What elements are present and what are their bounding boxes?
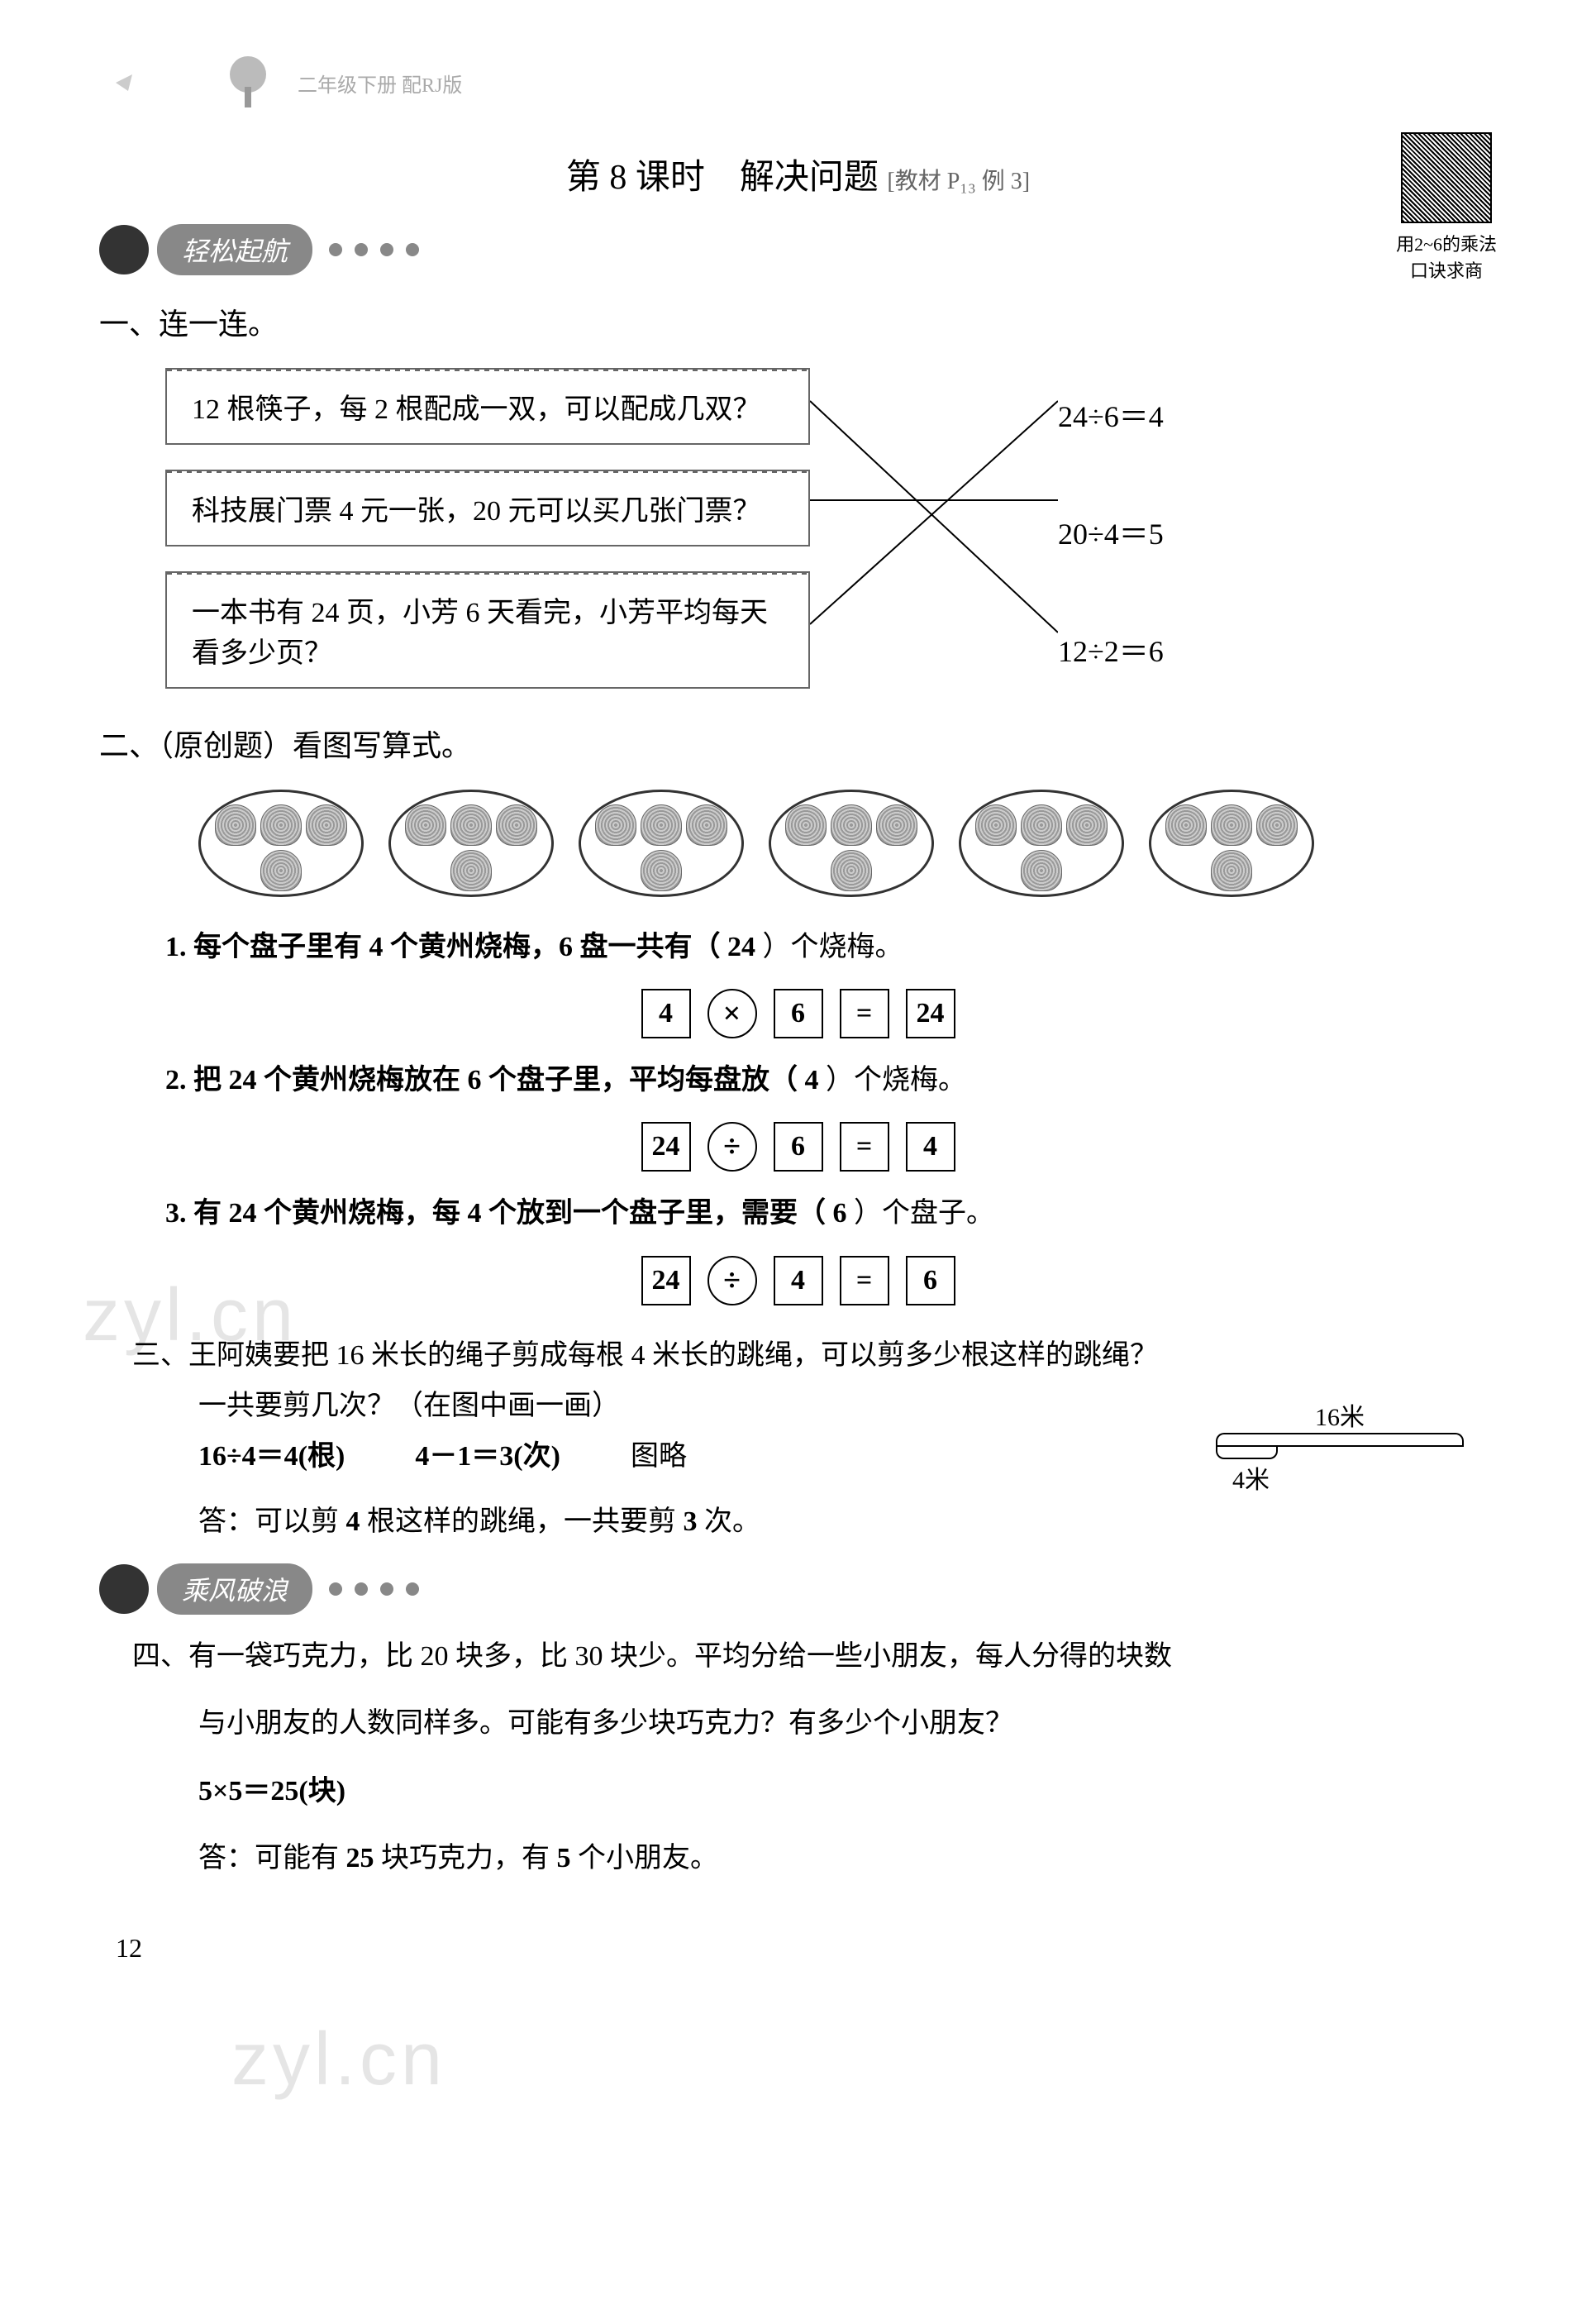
q2-sub2-suffix: ）个烧梅。 (826, 1065, 966, 1095)
eq2-eq: = (840, 1122, 889, 1172)
header-decoration: 二年级下册 配RJ版 (99, 50, 1497, 116)
section-badge-2: 乘风破浪 (99, 1563, 1497, 1615)
eq1-eq: = (840, 989, 889, 1038)
q3-line1: 三、王阿姨要把 16 米长的绳子剪成每根 4 米长的跳绳，可以剪多少根这样的跳绳… (132, 1330, 1497, 1381)
badge-icon-2 (99, 1564, 149, 1614)
page-number: 12 (116, 1933, 1497, 1964)
q2-sub3-ans: 6 (833, 1198, 855, 1229)
badge-text-2: 乘风破浪 (157, 1563, 312, 1615)
header-grade-text: 二年级下册 配RJ版 (298, 69, 462, 98)
q4-answer: 答：可能有 25 块巧克力，有 5 个小朋友。 (198, 1833, 1497, 1883)
watermark-2: zyl.cn (231, 2017, 446, 2102)
q4-ans-a1: 25 (346, 1843, 374, 1873)
q3-answer: 答：可以剪 4 根这样的跳绳，一共要剪 3 次。 (198, 1498, 1497, 1539)
q3-calc3: 图略 (631, 1441, 687, 1472)
lesson-ref: [教材 P₁₃ 例 3] (887, 169, 1030, 194)
q2-sub1-suffix: ）个烧梅。 (763, 932, 903, 962)
match-eq-1: 24÷6＝4 (1058, 393, 1164, 436)
match-box-1: 12 根筷子，每 2 根配成一双，可以配成几双？ (165, 368, 810, 445)
match-eq-2: 20÷4＝5 (1058, 510, 1164, 553)
matching-right: 24÷6＝4 20÷4＝5 12÷2＝6 (1058, 368, 1164, 671)
badge-icon (99, 225, 149, 274)
q3-ans-suffix: 次。 (704, 1506, 760, 1537)
q2-sub3-prefix: 3. 有 24 个黄州烧梅，每 4 个放到一个盘子里，需要（ (165, 1198, 826, 1229)
eq3-a: 24 (641, 1256, 691, 1305)
q4-ans-a2: 5 (557, 1843, 571, 1873)
eq1-c: 24 (906, 989, 955, 1038)
match-box-2: 科技展门票 4 元一张，20 元可以买几张门票？ (165, 470, 810, 546)
rope-diagram: 16米 4米 (1216, 1396, 1464, 1496)
eq2-op: ÷ (707, 1122, 757, 1172)
plates-row (198, 790, 1497, 897)
match-box-3: 一本书有 24 页，小芳 6 天看完，小芳平均每天看多少页？ (165, 571, 810, 689)
q3-ans-a1: 4 (346, 1506, 360, 1537)
eq2-a: 24 (641, 1122, 691, 1172)
tree-icon (215, 54, 281, 112)
q4-line1: 四、有一袋巧克力，比 20 块多，比 30 块少。平均分给一些小朋友，每人分得的… (132, 1631, 1497, 1682)
eq1-op: × (707, 989, 757, 1038)
lesson-number: 第 8 课时 (566, 159, 705, 197)
qr-caption-2: 口诀求商 (1396, 256, 1497, 283)
q2-sub2-prefix: 2. 把 24 个黄州烧梅放在 6 个盘子里，平均每盘放（ (165, 1065, 798, 1095)
q2-eq3: 24 ÷ 4 = 6 (99, 1256, 1497, 1305)
rope-label-bottom: 4米 (1232, 1459, 1464, 1496)
q2-sub2: 2. 把 24 个黄州烧梅放在 6 个盘子里，平均每盘放（ 4 ）个烧梅。 (165, 1055, 1497, 1105)
badge-text-1: 轻松起航 (157, 224, 312, 275)
q3-container: 三、王阿姨要把 16 米长的绳子剪成每根 4 米长的跳绳，可以剪多少根这样的跳绳… (99, 1330, 1497, 1539)
dots-decoration-2 (329, 1582, 419, 1596)
eq2-c: 4 (906, 1122, 955, 1172)
q4-ans-suffix: 个小朋友。 (578, 1843, 718, 1873)
match-svg (810, 368, 1058, 699)
kite-icon (99, 58, 198, 107)
plate-1 (198, 790, 364, 897)
matching-lines (810, 368, 1058, 682)
q2-sub1-ans: 24 (727, 932, 763, 962)
q3-calc2: 4－1＝3(次) (415, 1441, 560, 1472)
q2-sub1-prefix: 1. 每个盘子里有 4 个黄州烧梅，6 盘一共有（ (165, 932, 721, 962)
plate-2 (388, 790, 554, 897)
q3-ans-prefix: 答：可以剪 (198, 1506, 346, 1537)
q4-calc: 5×5＝25(块) (198, 1766, 1497, 1816)
q2-eq2: 24 ÷ 6 = 4 (99, 1122, 1497, 1172)
plate-3 (579, 790, 744, 897)
plate-5 (959, 790, 1124, 897)
eq3-c: 6 (906, 1256, 955, 1305)
q4-ans-prefix: 答：可能有 (198, 1843, 346, 1873)
qr-caption-1: 用2~6的乘法 (1396, 230, 1497, 256)
rope-label-top: 16米 (1216, 1396, 1464, 1433)
q4-line2: 与小朋友的人数同样多。可能有多少块巧克力？有多少个小朋友？ (198, 1698, 1497, 1749)
dots-decoration (329, 243, 419, 256)
lesson-topic: 解决问题 (740, 159, 879, 197)
plate-6 (1149, 790, 1314, 897)
q1-header: 一、连一连。 (99, 300, 1497, 343)
q2-sub1: 1. 每个盘子里有 4 个黄州烧梅，6 盘一共有（ 24 ）个烧梅。 (165, 922, 1497, 972)
page-title: 第 8 课时 解决问题 [教材 P₁₃ 例 3] (99, 149, 1497, 199)
q3-calc1: 16÷4＝4(根) (198, 1441, 345, 1472)
q4-ans-mid: 块巧克力，有 (381, 1843, 557, 1873)
q2-header: 二、（原创题）看图写算式。 (99, 722, 1497, 765)
q2-sub2-ans: 4 (805, 1065, 827, 1095)
eq3-eq: = (840, 1256, 889, 1305)
q3-ans-mid: 根这样的跳绳，一共要剪 (367, 1506, 684, 1537)
eq2-b: 6 (774, 1122, 823, 1172)
eq1-a: 4 (641, 989, 691, 1038)
q2-eq1: 4 × 6 = 24 (99, 989, 1497, 1038)
q3-ans-a2: 3 (684, 1506, 698, 1537)
eq1-b: 6 (774, 989, 823, 1038)
eq3-op: ÷ (707, 1256, 757, 1305)
plate-4 (769, 790, 934, 897)
matching-left: 12 根筷子，每 2 根配成一双，可以配成几双？ 科技展门票 4 元一张，20 … (165, 368, 810, 689)
match-eq-3: 12÷2＝6 (1058, 628, 1164, 671)
eq3-b: 4 (774, 1256, 823, 1305)
section-badge-1: 轻松起航 (99, 224, 1497, 275)
q2-sub3: 3. 有 24 个黄州烧梅，每 4 个放到一个盘子里，需要（ 6 ）个盘子。 (165, 1188, 1497, 1239)
matching-container: 12 根筷子，每 2 根配成一双，可以配成几双？ 科技展门票 4 元一张，20 … (165, 368, 1497, 689)
q2-sub3-suffix: ）个盘子。 (854, 1198, 994, 1229)
